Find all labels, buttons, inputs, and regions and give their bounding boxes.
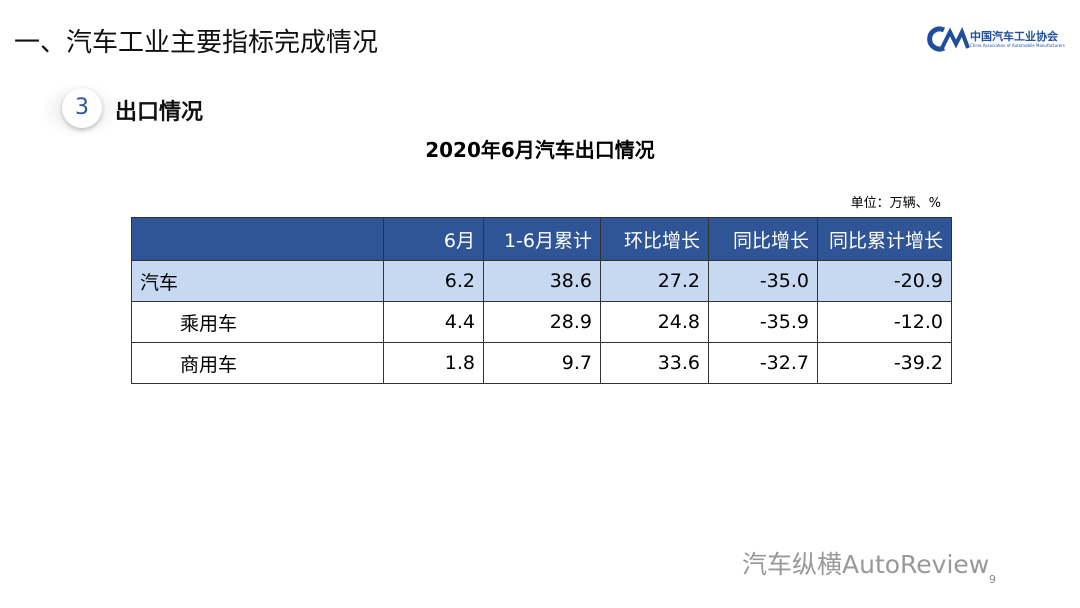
logo-name: 中国汽车工业协会 — [970, 30, 1058, 43]
row-label: 汽车 — [131, 260, 384, 302]
header-cell: 1-6月累计 — [483, 217, 601, 261]
cell: 27.2 — [600, 260, 709, 302]
cell: 6.2 — [383, 260, 484, 302]
cell: -35.9 — [708, 301, 818, 343]
header-cell: 同比增长 — [708, 217, 818, 261]
cell: 4.4 — [383, 301, 484, 343]
cell: 28.9 — [483, 301, 601, 343]
page-number: 9 — [989, 573, 996, 586]
row-label: 乘用车 — [131, 301, 384, 343]
cell: -32.7 — [708, 342, 818, 384]
cell: -35.0 — [708, 260, 818, 302]
table: 6月 1-6月累计 环比增长 同比增长 同比累计增长 汽车 6.2 38.6 27.2 -35.0… — [131, 217, 952, 384]
cell: -12.0 — [817, 301, 952, 343]
logo-mark — [927, 26, 970, 52]
header-cell: 环比增长 — [600, 217, 709, 261]
header-cell: 6月 — [383, 217, 484, 261]
header-cell — [131, 217, 384, 261]
logo-subtitle: China Association of Automobile Manufact… — [970, 43, 1065, 48]
cell: 24.8 — [600, 301, 709, 343]
header-cell: 同比累计增长 — [817, 217, 952, 261]
header-row: 6月 1-6月累计 环比增长 同比增长 同比累计增长 — [131, 217, 952, 261]
cell: -20.9 — [817, 260, 952, 302]
cell: 9.7 — [483, 342, 601, 384]
table-row: 商用车 1.8 9.7 33.6 -32.7 -39.2 — [131, 342, 952, 384]
table-unit: 单位：万辆、% — [850, 196, 941, 211]
table-row: 乘用车 4.4 28.9 24.8 -35.9 -12.0 — [131, 301, 952, 343]
row-label: 商用车 — [131, 342, 384, 384]
cell: 38.6 — [483, 260, 601, 302]
table-title: 2020年6月汽车出口情况 — [425, 138, 655, 162]
cell: -39.2 — [817, 342, 952, 384]
slide-title: 一、汽车工业主要指标完成情况 — [14, 28, 379, 58]
watermark: 汽车纵横AutoReview — [742, 550, 990, 579]
section-title: 出口情况 — [115, 100, 204, 125]
cell: 1.8 — [383, 342, 484, 384]
cell: 33.6 — [600, 342, 709, 384]
section-number: 3 — [62, 88, 102, 128]
table-row: 汽车 6.2 38.6 27.2 -35.0 -20.9 — [131, 260, 952, 302]
